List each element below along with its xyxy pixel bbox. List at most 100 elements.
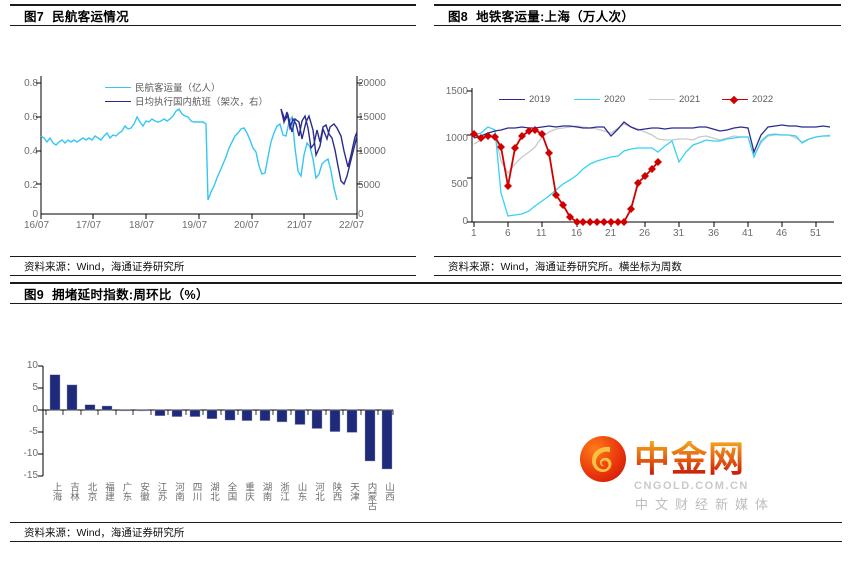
figure7-plot: 0.8 0.6 0.4 0.2 0 20000 15000 10000 5000… [10,26,416,236]
figure7-panel: 图7 民航客运情况 0.8 0.6 0.4 0.2 0 20000 15000 1… [10,4,416,276]
figure7-legend-item-0: 民航客运量（亿人） [105,80,221,94]
figure8-xtick-5: 26 [639,228,651,239]
legend-diamond-marker-icon [722,96,748,104]
figure8-ytick-2: 500 [451,179,468,190]
figure7-ytick-left-0: 0.8 [24,78,38,89]
figure8-legend-item-0: 2019 [499,94,550,105]
figure9-ytick-5: -15 [23,470,38,481]
figure7-xtick-3: 19/07 [182,220,208,231]
figure7-ytick-right-4: 0 [358,209,364,220]
figure9-source: 资料来源：Wind，海通证券研究所 [24,526,185,539]
figure9-category-17: 天津 [348,482,359,501]
figure7-ytick-left-3: 0.2 [24,180,38,191]
figure7-svg [36,76,362,219]
figure8-ytick-0: 1500 [445,86,468,97]
logo-main-row: 中金网 [580,436,745,482]
figure8-number: 图8 [448,10,469,24]
figure7-xtick-6: 22/07 [339,220,365,231]
figure7-title-text: 民航客运情况 [52,10,129,24]
figure9-category-4: 广东 [120,482,132,501]
figure9-category-16: 陕西 [330,482,342,501]
figure9-bars [49,374,393,470]
figure7-source: 资料来源：Wind，海通证券研究所 [24,260,185,273]
figure8-svg [467,88,834,227]
figure7-ytick-left-2: 0.4 [24,146,38,157]
figure9-category-5: 安徽 [138,482,149,501]
figure8-title: 图8 地铁客运量:上海（万人次） [448,6,634,25]
figure9-ytick-0: 10 [26,360,38,371]
figure7-xtick-2: 18/07 [129,220,155,231]
figure9-panel: 图9 拥堵延时指数:周环比（%） 10 5 0 -5 -10 -15 [10,282,842,554]
cngold-flame-icon [580,436,626,482]
figure8-legend-item-1: 2020 [574,94,625,105]
figure8-source: 资料来源：Wind，海通证券研究所。横坐标为周数 [448,260,682,273]
figure9-svg [38,365,394,477]
figure9-plot: 10 5 0 -5 -10 -15 [10,304,842,522]
figure8-ytick-3: 0 [462,216,468,227]
figure7-ytick-left-4: 0 [32,209,38,220]
figure7-ytick-right-1: 15000 [358,112,386,123]
figure8-xtick-9: 46 [776,228,788,239]
legend-line-icon [105,86,131,88]
figure8-legend-item-3: 2022 [722,94,773,105]
figure9-ytick-4: -10 [23,448,38,459]
figure8-ytick-1: 1000 [445,133,468,144]
figure7-ytick-right-2: 10000 [358,146,386,157]
figure9-title-bar: 图9 拥堵延时指数:周环比（%） [10,282,842,304]
legend-line-icon [649,99,675,100]
figure8-xtick-1: 6 [505,228,511,239]
figure9-title-text: 拥堵延时指数:周环比（%） [52,288,209,302]
figure7-ytick-left-1: 0.6 [24,112,38,123]
figure9-category-18: 内蒙古 [365,482,377,511]
figure8-xtick-0: 1 [471,228,477,239]
legend-line-icon [105,100,131,102]
figure8-title-text: 地铁客运量:上海（万人次） [476,10,635,24]
figure8-xtick-3: 16 [571,228,583,239]
figure9-category-12: 湖南 [260,482,272,501]
figure9-category-6: 江苏 [155,482,167,501]
figure9-category-13: 浙江 [278,482,289,501]
figure9-category-14: 山东 [295,482,307,501]
figure7-xtick-1: 17/07 [76,220,102,231]
figure8-panel: 图8 地铁客运量:上海（万人次） 1500 1000 500 0 2019 202… [434,4,841,276]
figure9-category-11: 重庆 [243,482,254,501]
figure8-xtick-7: 36 [708,228,720,239]
figure9-category-3: 福建 [103,482,114,501]
cngold-logo: 中金网 CNGOLD.COM.CN 中文财经新媒体 [580,418,830,514]
figure8-title-bar: 图8 地铁客运量:上海（万人次） [434,4,841,26]
figure9-number: 图9 [24,288,45,302]
figure8-source-bar: 资料来源：Wind，海通证券研究所。横坐标为周数 [434,256,841,276]
figure8-xtick-10: 51 [810,228,822,239]
figure7-xtick-5: 21/07 [287,220,313,231]
figure9-ytick-2: 0 [32,404,38,415]
figure8-xtick-2: 11 [536,228,547,239]
cngold-url: CNGOLD.COM.CN [634,480,749,492]
figure9-category-10: 全国 [225,482,237,501]
figure9-source-bar: 资料来源：Wind，海通证券研究所 [10,522,842,542]
figure9-category-9: 湖北 [208,482,219,501]
figure7-legend-label-0: 民航客运量（亿人） [135,83,221,94]
figure7-title: 图7 民航客运情况 [24,6,129,25]
figure7-ytick-right-0: 20000 [358,78,386,89]
figure7-source-bar: 资料来源：Wind，海通证券研究所 [10,256,416,276]
figure8-xtick-4: 21 [605,228,617,239]
figure7-xtick-0: 16/07 [24,220,50,231]
figure9-category-labels: 上海 吉林 北京 福建 广东 安徽 江苏 河南 四川 湖北 全国 重庆 湖南 浙… [43,482,395,511]
figure8-xtick-6: 31 [673,228,685,239]
cngold-slogan: 中文财经新媒体 [634,497,775,512]
figure9-category-15: 河北 [313,482,324,501]
figure9-category-7: 河南 [173,482,184,501]
legend-line-icon [499,99,525,100]
figure9-category-2: 北京 [85,482,97,501]
legend-line-icon [574,99,600,100]
figure9-ytick-3: -5 [29,426,38,437]
figure7-legend-label-1: 日均执行国内航班（架次，右） [135,97,269,108]
figure9-category-8: 四川 [190,482,202,501]
figure9-title: 图9 拥堵延时指数:周环比（%） [24,284,209,303]
cngold-name: 中金网 [634,438,746,479]
figure8-2022-markers [470,126,662,226]
figure8-legend-item-2: 2021 [649,94,700,105]
figure8-legend-label-3: 2022 [752,94,774,105]
figure8-legend-label-2: 2021 [679,94,701,105]
